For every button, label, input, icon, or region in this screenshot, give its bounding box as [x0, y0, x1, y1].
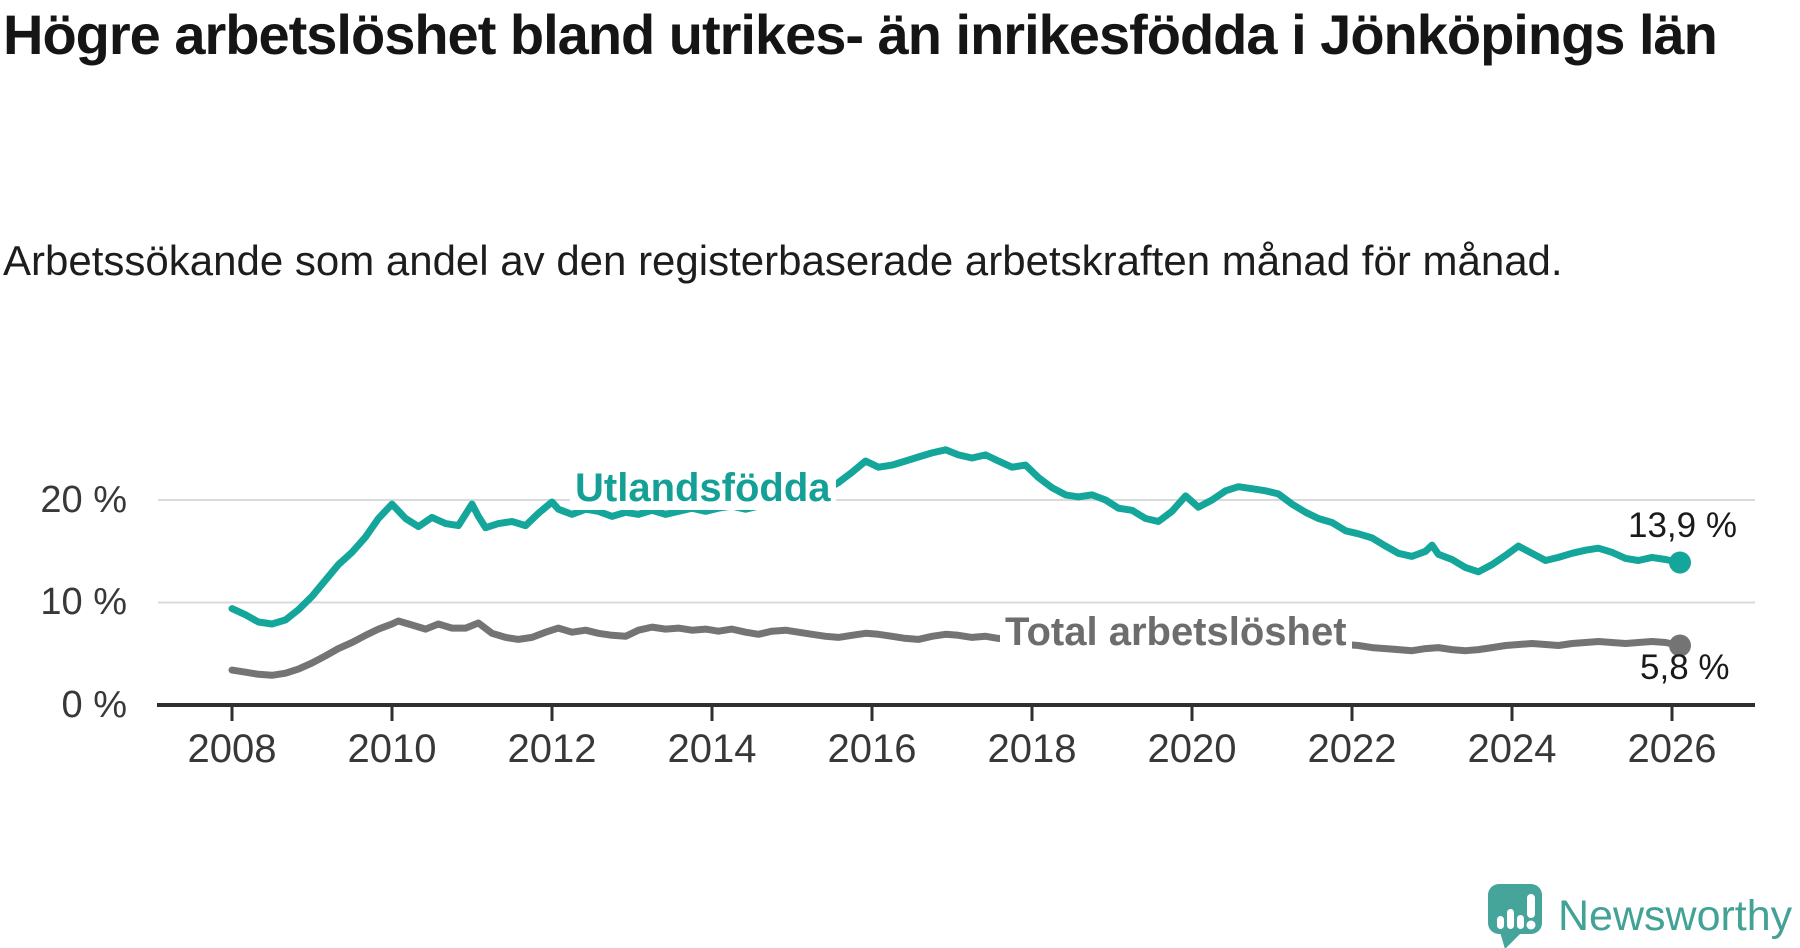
newsworthy-logo-icon	[1488, 884, 1542, 948]
y-axis-label-20: 20 %	[40, 479, 127, 521]
y-axis-label-0: 0 %	[61, 684, 127, 726]
series-end-dot-0	[1669, 551, 1691, 574]
series-label-utlandsfodda: Utlandsfödda	[570, 466, 836, 510]
end-value-label-utlandsfodda: 13,9 %	[1628, 506, 1737, 545]
x-axis-label-2008: 2008	[188, 727, 277, 771]
series-line-0	[228, 446, 1684, 628]
series-label-total-arbetsloshet: Total arbetslöshet	[1000, 610, 1352, 654]
x-axis-label-2014: 2014	[668, 727, 757, 771]
x-axis-label-2018: 2018	[988, 727, 1077, 771]
x-axis-label-2020: 2020	[1148, 727, 1237, 771]
x-axis-label-2010: 2010	[348, 727, 437, 771]
x-axis-label-2024: 2024	[1468, 727, 1557, 771]
page-title: Högre arbetslöshet bland utrikes- än inr…	[3, 3, 1718, 66]
x-axis-label-2012: 2012	[508, 727, 597, 771]
chart-subtitle: Arbetssökande som andel av den registerb…	[3, 237, 1563, 284]
x-axis-label-2016: 2016	[828, 727, 917, 771]
x-axis-label-2026: 2026	[1628, 727, 1717, 771]
series-end-dot-1	[1669, 634, 1691, 657]
newsworthy-logo-text: Newsworthy	[1558, 892, 1793, 940]
end-value-label-total: 5,8 %	[1640, 648, 1730, 687]
x-axis-label-2022: 2022	[1308, 727, 1397, 771]
y-axis-label-10: 10 %	[40, 581, 127, 623]
series-line-1	[228, 617, 1684, 679]
newsworthy-logo: Newsworthy	[1486, 882, 1792, 948]
